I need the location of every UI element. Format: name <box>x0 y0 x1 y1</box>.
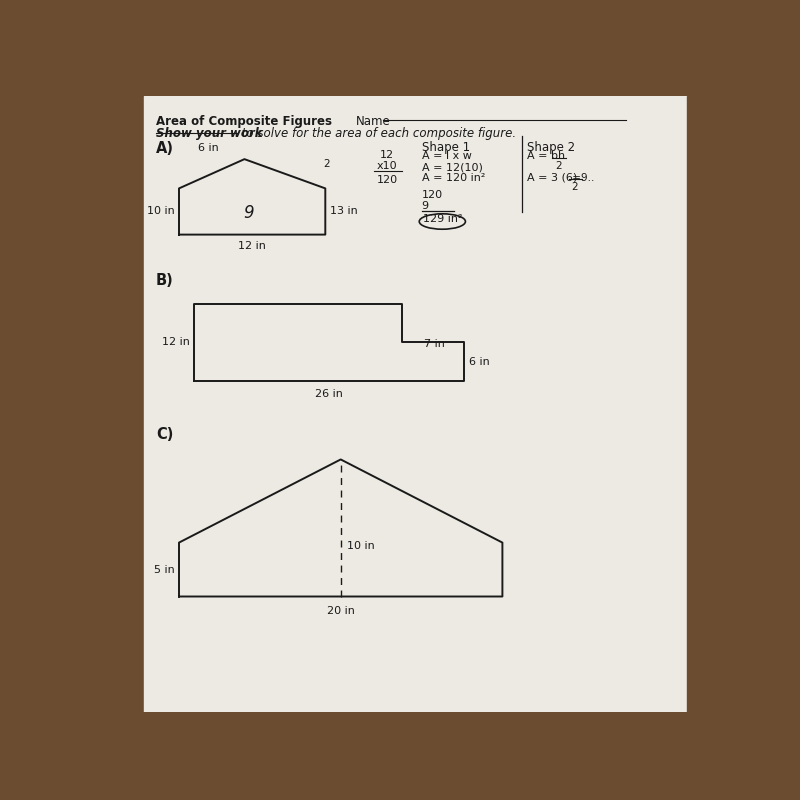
Text: 120: 120 <box>376 174 398 185</box>
Text: C): C) <box>156 427 174 442</box>
Text: A = 12(10): A = 12(10) <box>422 162 482 172</box>
Text: Name: Name <box>356 115 391 128</box>
Text: Area of Composite Figures: Area of Composite Figures <box>156 115 332 128</box>
Text: x10: x10 <box>377 161 398 170</box>
Text: 129 in²: 129 in² <box>423 214 462 224</box>
Bar <box>687 96 718 712</box>
Text: 2: 2 <box>323 158 330 169</box>
Text: 26 in: 26 in <box>315 389 343 398</box>
Text: 12 in: 12 in <box>162 338 190 347</box>
Text: =9..: =9.. <box>570 173 594 183</box>
Text: 10 in: 10 in <box>347 542 374 551</box>
Text: 12: 12 <box>380 150 394 160</box>
Text: Shape 1: Shape 1 <box>422 141 470 154</box>
Text: 9: 9 <box>422 201 429 210</box>
Text: Shape 2: Shape 2 <box>527 141 575 154</box>
Text: 6 in: 6 in <box>469 357 490 366</box>
Text: 2: 2 <box>572 182 578 192</box>
Text: A): A) <box>156 141 174 156</box>
Text: 13 in: 13 in <box>330 206 358 217</box>
Text: 2: 2 <box>554 161 562 170</box>
Text: A = bh: A = bh <box>527 151 565 162</box>
Text: 7 in: 7 in <box>424 339 445 350</box>
Text: 120: 120 <box>422 190 442 200</box>
Text: 9: 9 <box>243 204 254 222</box>
Text: to solve for the area of each composite figure.: to solve for the area of each composite … <box>238 126 517 140</box>
Text: 10 in: 10 in <box>146 206 174 217</box>
Text: 12 in: 12 in <box>238 241 266 250</box>
Text: 6 in: 6 in <box>198 143 218 153</box>
Text: A = 3 (6): A = 3 (6) <box>527 173 578 183</box>
Text: B): B) <box>156 273 174 288</box>
Text: A = l x w: A = l x w <box>422 151 471 162</box>
Text: 20 in: 20 in <box>326 606 354 616</box>
Text: Show your work: Show your work <box>156 126 262 140</box>
Text: A = 120 in²: A = 120 in² <box>422 173 485 183</box>
Text: 5 in: 5 in <box>154 565 174 574</box>
